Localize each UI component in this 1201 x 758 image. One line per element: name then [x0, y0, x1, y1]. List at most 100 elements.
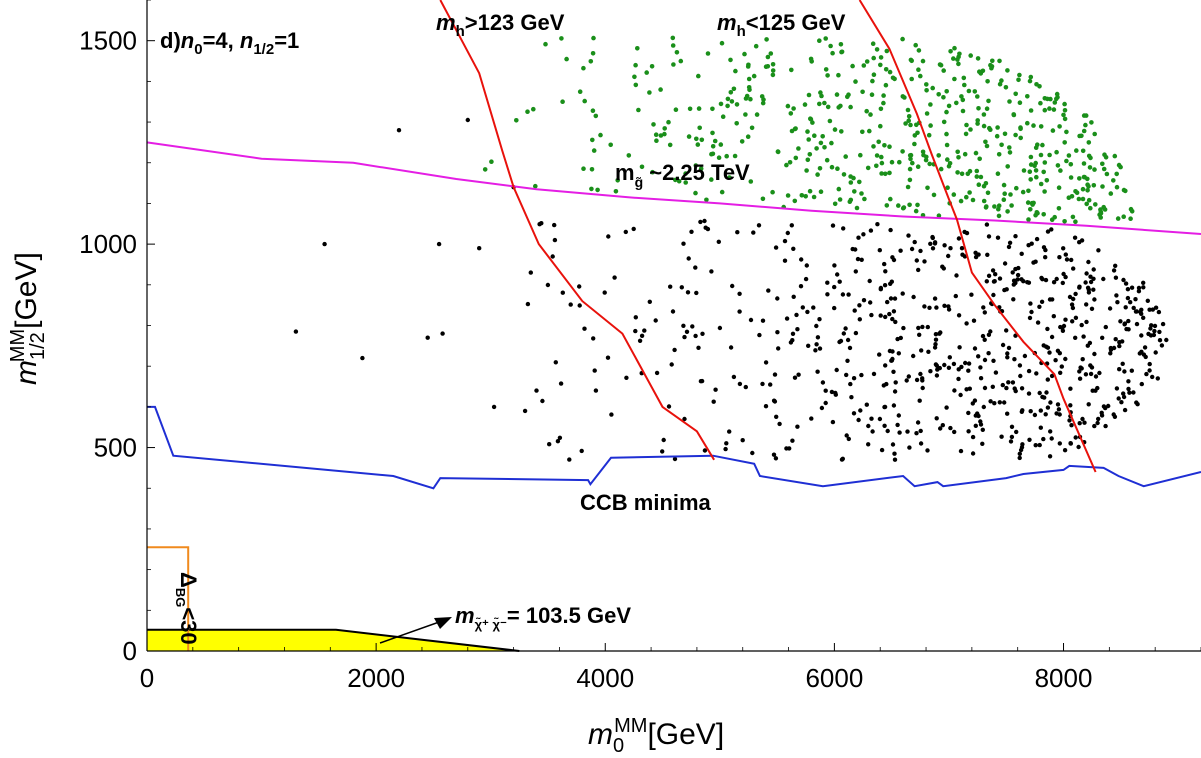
data-point-green	[710, 144, 716, 149]
data-point-black	[1010, 380, 1016, 385]
data-point-black	[852, 308, 857, 313]
data-point-black	[772, 372, 778, 377]
data-point-black	[1069, 257, 1074, 263]
data-point-black	[717, 325, 723, 331]
data-point-green	[560, 99, 565, 104]
data-point-green	[1013, 91, 1018, 97]
data-point-green	[908, 152, 914, 158]
data-point-green	[871, 72, 877, 77]
data-point-black	[1129, 285, 1135, 290]
data-point-green	[1002, 191, 1007, 196]
data-point-green	[967, 190, 972, 195]
data-point-black	[1071, 296, 1076, 302]
data-point-green	[896, 203, 901, 208]
data-point-black	[951, 361, 957, 367]
data-point-green	[1081, 128, 1087, 134]
data-point-black	[1135, 402, 1140, 407]
data-point-black	[1044, 390, 1049, 395]
data-point-black	[990, 384, 995, 389]
data-point-black	[1100, 335, 1105, 340]
data-point-black	[1141, 315, 1146, 320]
data-point-green	[951, 192, 957, 197]
data-point-black	[1011, 282, 1016, 287]
data-point-green	[598, 132, 603, 138]
mh-123-label: mh>123 GeV	[436, 10, 565, 40]
data-point-green	[1041, 169, 1046, 175]
data-point-green	[999, 142, 1004, 148]
data-point-green	[1042, 189, 1047, 194]
data-point-black	[322, 241, 327, 247]
data-point-black	[1085, 343, 1091, 348]
data-point-green	[1062, 101, 1067, 107]
data-point-black	[727, 429, 732, 434]
data-point-black	[830, 223, 836, 228]
data-point-black	[1048, 429, 1053, 434]
x-axis-label: m0MM[GeV]	[588, 715, 724, 757]
data-point-black	[984, 279, 989, 284]
data-point-black	[766, 288, 771, 293]
data-point-green	[1092, 167, 1097, 172]
data-point-green	[525, 109, 530, 114]
data-point-green	[900, 36, 905, 42]
data-point-green	[974, 174, 980, 179]
data-point-black	[528, 270, 533, 275]
data-point-black	[922, 259, 927, 264]
data-point-black	[896, 413, 901, 418]
data-point-black	[909, 246, 915, 252]
data-point-black	[988, 399, 993, 404]
data-point-black	[1111, 268, 1117, 273]
data-point-green	[992, 204, 997, 209]
data-point-green	[832, 127, 838, 132]
data-point-green	[705, 51, 711, 56]
data-point-black	[1019, 251, 1024, 256]
data-point-green	[900, 149, 905, 154]
data-point-black	[1093, 374, 1099, 379]
data-point-green	[768, 51, 774, 56]
data-point-green	[792, 198, 798, 204]
data-point-black	[557, 435, 563, 440]
data-point-black	[1147, 307, 1152, 312]
data-point-black	[1002, 400, 1007, 405]
data-point-black	[737, 309, 742, 314]
data-point-green	[878, 106, 884, 112]
data-point-black	[1092, 423, 1097, 429]
data-point-black	[1064, 257, 1070, 262]
data-point-black	[552, 222, 557, 228]
data-point-green	[944, 109, 949, 115]
data-point-black	[906, 233, 911, 238]
data-point-green	[980, 68, 986, 74]
data-point-green	[964, 122, 969, 128]
data-point-green	[928, 102, 933, 107]
data-point-black	[1091, 287, 1096, 292]
data-point-green	[1056, 206, 1062, 211]
data-point-black	[1155, 376, 1161, 381]
data-point-green	[1098, 215, 1103, 220]
data-point-green	[734, 121, 739, 126]
data-point-black	[1126, 386, 1131, 392]
data-point-black	[982, 357, 988, 363]
data-point-black	[1009, 434, 1015, 440]
data-point-black	[858, 408, 863, 413]
data-point-black	[1002, 261, 1008, 266]
data-point-black	[803, 276, 809, 282]
data-point-black	[1047, 350, 1052, 355]
data-point-black	[737, 381, 743, 387]
data-point-black	[705, 226, 711, 232]
data-point-black	[1061, 246, 1066, 251]
data-point-black	[948, 246, 953, 251]
data-point-black	[871, 371, 877, 377]
data-point-green	[848, 180, 854, 185]
data-point-black	[1011, 297, 1016, 302]
data-point-green	[1128, 216, 1133, 221]
data-point-black	[522, 408, 528, 414]
data-point-green	[742, 51, 747, 57]
data-point-black	[958, 392, 963, 398]
data-point-green	[1033, 168, 1039, 173]
data-point-green	[697, 125, 702, 131]
data-point-green	[1047, 106, 1052, 111]
data-point-black	[1016, 265, 1021, 271]
data-point-green	[1054, 91, 1060, 97]
data-point-black	[763, 404, 769, 409]
data-point-black	[1144, 371, 1149, 377]
data-point-black	[1053, 358, 1058, 363]
